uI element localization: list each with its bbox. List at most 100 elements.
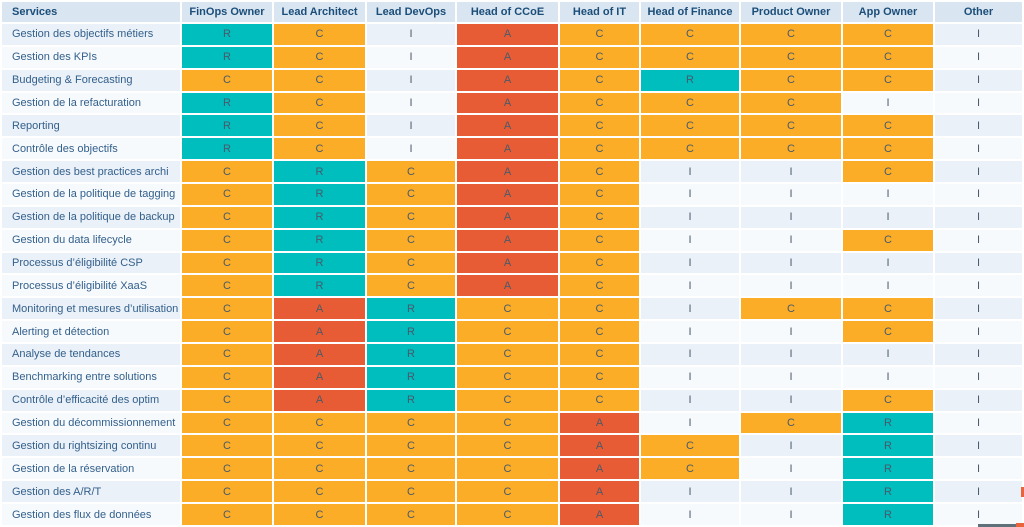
raci-cell: C [560,206,639,228]
raci-cell: C [457,458,558,480]
raci-cell: R [843,504,933,525]
raci-cell: R [843,412,933,434]
raci-cell: I [935,412,1022,434]
raci-cell: A [457,115,558,137]
raci-cell: A [457,46,558,68]
raci-cell: I [935,298,1022,320]
raci-cell: I [935,275,1022,297]
raci-cell: C [457,481,558,503]
raci-cell: R [367,321,455,343]
table-row: Gestion du décommissionnement C C C C A I C R I [2,412,1022,434]
raci-cell: C [560,389,639,411]
raci-cell: I [843,275,933,297]
service-label: Gestion du rightsizing continu [2,435,180,457]
raci-cell: C [367,458,455,480]
raci-cell: C [560,344,639,365]
service-label: Monitoring et mesures d’utilisation [2,298,180,320]
raci-cell: C [367,412,455,434]
raci-cell: C [182,435,272,457]
service-label: Budgeting & Forecasting [2,69,180,91]
raci-cell: C [560,366,639,388]
raci-cell: I [935,46,1022,68]
column-header-product-owner: Product Owner [741,2,841,22]
raci-cell: I [641,298,739,320]
raci-cell: I [641,206,739,228]
column-header-app-owner: App Owner [843,2,933,22]
raci-cell: C [741,46,841,68]
service-label: Gestion des A/R/T [2,481,180,503]
raci-cell: C [457,412,558,434]
raci-cell: C [843,69,933,91]
raci-cell: I [935,389,1022,411]
header-row: Services FinOps Owner Lead Architect Lea… [2,2,1022,22]
raci-cell: C [457,344,558,365]
raci-cell: C [274,24,365,45]
raci-cell: C [182,184,272,205]
raci-cell: C [182,275,272,297]
service-label: Gestion des best practices archi [2,161,180,183]
raci-cell: A [457,69,558,91]
raci-cell: I [935,458,1022,480]
raci-cell: C [182,504,272,525]
raci-cell: I [935,481,1022,503]
raci-cell: C [843,298,933,320]
raci-cell: A [457,252,558,274]
raci-cell: C [182,206,272,228]
raci-cell: C [274,412,365,434]
raci-cell: I [935,138,1022,160]
table-row: Benchmarking entre solutions C A R C C I I I I [2,366,1022,388]
raci-cell: A [560,435,639,457]
table-row: Processus d’éligibilité XaaS C R C A C I I I I [2,275,1022,297]
raci-cell: I [741,435,841,457]
raci-cell: C [560,275,639,297]
raci-cell: I [741,275,841,297]
raci-cell: I [641,184,739,205]
raci-cell: I [741,184,841,205]
raci-cell: C [274,458,365,480]
table-row: Gestion des best practices archi C R C A C I I C… [2,161,1022,183]
raci-cell: I [367,69,455,91]
raci-cell: R [182,24,272,45]
raci-cell: C [274,435,365,457]
raci-cell: R [843,435,933,457]
table-row: Gestion du data lifecycle C R C A C I I C I [2,229,1022,251]
raci-cell: A [274,389,365,411]
raci-cell: C [560,161,639,183]
service-label: Gestion du data lifecycle [2,229,180,251]
raci-cell: I [935,206,1022,228]
raci-cell: R [274,252,365,274]
table-row: Monitoring et mesures d’utilisation C A R C C… [2,298,1022,320]
raci-cell: I [935,184,1022,205]
table-row: Gestion des KPIs R C I A C C C C I [2,46,1022,68]
raci-cell: C [741,138,841,160]
raci-cell: I [935,229,1022,251]
raci-cell: R [367,366,455,388]
raci-cell: C [843,24,933,45]
raci-cell: I [641,275,739,297]
raci-cell: I [641,504,739,525]
raci-cell: C [274,92,365,114]
column-header-other: Other [935,2,1022,22]
table-row: Gestion de la réservation C C C C A C I R I [2,458,1022,480]
column-header-lead-devops: Lead DevOps [367,2,455,22]
raci-cell: I [843,366,933,388]
raci-cell: C [843,389,933,411]
raci-cell: C [560,184,639,205]
raci-cell: C [367,206,455,228]
raci-cell: I [935,366,1022,388]
raci-cell: I [843,184,933,205]
service-label: Alerting et détection [2,321,180,343]
raci-cell: C [641,92,739,114]
raci-cell: C [457,298,558,320]
raci-cell: C [182,321,272,343]
table-row: Gestion de la politique de tagging C R C A C I… [2,184,1022,205]
raci-cell: C [560,69,639,91]
raci-cell: C [182,366,272,388]
raci-cell: I [741,504,841,525]
raci-cell: A [457,229,558,251]
raci-cell: A [274,344,365,365]
raci-cell: I [741,458,841,480]
table-row: Gestion des A/R/T C C C C A I I R I [2,481,1022,503]
raci-cell: I [843,92,933,114]
